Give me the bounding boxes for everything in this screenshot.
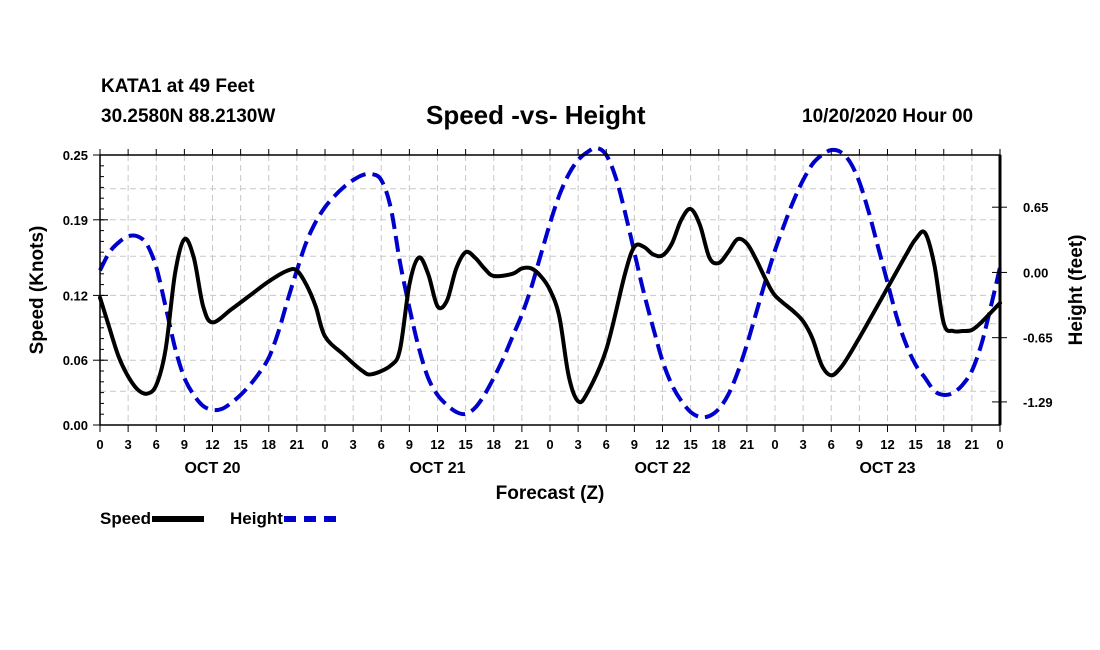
x-tick-label: 12 <box>205 437 219 452</box>
x-tick-label: 9 <box>406 437 413 452</box>
x-tick-label: 15 <box>233 437 247 452</box>
x-tick-label: 0 <box>546 437 553 452</box>
x-tick-label: 3 <box>125 437 132 452</box>
legend-speed-swatch <box>152 515 205 522</box>
y-tick-label: 0.25 <box>63 148 88 163</box>
station-coordinates: 30.2580N 88.2130W <box>101 106 276 127</box>
x-tick-label: 9 <box>181 437 188 452</box>
y2-axis-title: Height (feet) <box>1066 235 1087 346</box>
y-tick-label: 0.00 <box>63 418 88 433</box>
x-tick-label: 18 <box>937 437 951 452</box>
day-label: OCT 21 <box>409 460 465 477</box>
x-tick-label: 15 <box>683 437 697 452</box>
y-tick-label: 0.12 <box>63 288 88 303</box>
x-tick-label: 18 <box>487 437 501 452</box>
x-tick-label: 18 <box>712 437 726 452</box>
x-tick-label: 3 <box>800 437 807 452</box>
x-tick-label: 0 <box>321 437 328 452</box>
legend-height: Height <box>230 508 336 529</box>
axis-labels: Forecast (Z) Speed (Knots) Height (feet)… <box>27 148 1087 504</box>
y2-tick-label: -0.65 <box>1023 331 1053 346</box>
day-label: OCT 20 <box>184 460 240 477</box>
day-label: OCT 22 <box>634 460 690 477</box>
grid <box>100 155 1000 425</box>
legend-height-label: Height <box>230 508 283 528</box>
x-tick-label: 3 <box>575 437 582 452</box>
series-layer <box>98 145 1002 420</box>
y-tick-label: 0.19 <box>63 213 88 228</box>
y2-tick-label: -1.29 <box>1023 395 1053 410</box>
x-tick-label: 15 <box>908 437 922 452</box>
y2-tick-label: 0.65 <box>1023 200 1048 215</box>
x-tick-label: 6 <box>603 437 610 452</box>
x-tick-label: 18 <box>262 437 276 452</box>
axis-ticks <box>93 149 1007 432</box>
x-tick-label: 15 <box>458 437 472 452</box>
series-line-speed <box>98 206 1002 405</box>
x-tick-label: 9 <box>631 437 638 452</box>
x-tick-label: 12 <box>655 437 669 452</box>
x-tick-label: 0 <box>771 437 778 452</box>
station-name: KATA1 at 49 Feet <box>101 76 255 97</box>
x-tick-label: 6 <box>828 437 835 452</box>
chart-title: Speed -vs- Height <box>426 100 646 130</box>
x-tick-label: 6 <box>378 437 385 452</box>
x-tick-label: 12 <box>430 437 444 452</box>
y-tick-label: 0.06 <box>63 353 88 368</box>
day-label: OCT 23 <box>859 460 915 477</box>
x-tick-label: 21 <box>965 437 979 452</box>
legend-speed: Speed <box>100 508 205 529</box>
x-tick-label: 3 <box>350 437 357 452</box>
forecast-date: 10/20/2020 Hour 00 <box>802 106 974 127</box>
x-axis-title: Forecast (Z) <box>496 483 605 504</box>
y-axis-title: Speed (Knots) <box>27 226 48 355</box>
x-tick-label: 21 <box>515 437 529 452</box>
x-tick-label: 0 <box>996 437 1003 452</box>
legend-speed-label: Speed <box>100 508 152 528</box>
x-tick-label: 21 <box>740 437 754 452</box>
x-tick-label: 6 <box>153 437 160 452</box>
legend-height-swatch <box>283 515 336 522</box>
y2-tick-label: 0.00 <box>1023 265 1048 280</box>
x-tick-label: 12 <box>880 437 894 452</box>
x-tick-label: 9 <box>856 437 863 452</box>
x-tick-label: 0 <box>96 437 103 452</box>
series-line-height <box>98 145 1002 420</box>
x-tick-label: 21 <box>290 437 304 452</box>
